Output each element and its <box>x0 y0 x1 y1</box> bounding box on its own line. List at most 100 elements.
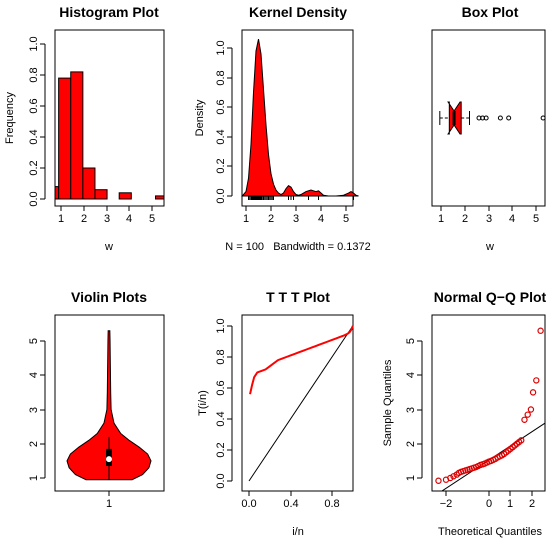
ttt-y-tick: 0.0 <box>215 473 232 489</box>
qq-point <box>447 474 454 482</box>
violin-y-tick: 1 <box>28 475 45 481</box>
density-x-tick-label: 1 <box>243 213 249 225</box>
qq-x-tick-label: 0 <box>486 498 492 510</box>
density-y-tick-label: 0.8 <box>215 70 227 85</box>
boxplot-x-tick-label: 3 <box>486 213 492 225</box>
boxplot-title: Box Plot <box>462 4 519 20</box>
violin-x-tick: 1 <box>106 491 112 510</box>
qq-y-label: Sample Quantiles <box>382 359 394 446</box>
ttt-y-label: T(i/n) <box>197 390 209 416</box>
qq-x-tick: 1 <box>507 491 513 510</box>
ttt-plot-area <box>248 325 354 482</box>
histogram-y-tick: 0.8 <box>28 67 45 83</box>
qq-y-tick: 1 <box>405 475 422 481</box>
ttt-y-tick: 0.8 <box>215 349 232 365</box>
qq-y-tick-label: 5 <box>405 338 417 344</box>
ttt-x-tick: 0.0 <box>241 491 257 510</box>
violin-plot-area <box>66 330 152 481</box>
histogram-bar <box>155 195 165 200</box>
ttt-y-tick-label: 1.0 <box>215 318 227 333</box>
qq-y-tick-label: 3 <box>405 407 417 413</box>
violin-y-tick-label: 1 <box>28 475 40 481</box>
ttt-title: T T T Plot <box>266 289 330 305</box>
density-title: Kernel Density <box>249 4 347 20</box>
qq-x-tick: −2 <box>440 491 452 510</box>
qq-y-tick: 2 <box>405 441 422 447</box>
boxplot-x-tick-label: 2 <box>462 213 468 225</box>
boxplot-panel: Box Plot 1 2 3 4 5 w <box>431 4 546 253</box>
density-x-tick-label: 4 <box>318 213 324 225</box>
boxplot-outlier <box>483 115 489 121</box>
histogram-bar <box>118 192 132 200</box>
ttt-y-tick: 0.2 <box>215 442 232 458</box>
qq-plot-area <box>435 327 545 491</box>
ttt-x-tick: 0.8 <box>324 491 340 510</box>
qq-y-tick-label: 2 <box>405 441 417 447</box>
ttt-x-tick-label: 0.8 <box>324 498 339 510</box>
ttt-x-tick: 0.4 <box>283 491 299 510</box>
histogram-y-tick: 0.6 <box>28 98 45 114</box>
density-x-tick: 5 <box>343 206 349 225</box>
ttt-y-tick-label: 0.6 <box>215 380 227 395</box>
ttt-x-label: i/n <box>292 526 304 538</box>
boxplot-x-tick: 1 <box>438 206 444 225</box>
density-y-tick: 0.4 <box>215 129 232 145</box>
qq-y-tick-label: 1 <box>405 475 417 481</box>
qq-point <box>450 473 457 480</box>
qq-point <box>524 411 531 418</box>
density-x-label: N = 100 Bandwidth = 0.1372 <box>225 241 371 253</box>
qq-point <box>521 416 528 423</box>
density-y-tick-label: 0.2 <box>215 158 227 173</box>
density-x-tick-label: 3 <box>293 213 299 225</box>
ttt-x-tick-label: 0.4 <box>283 498 298 510</box>
histogram-y-tick: 1.0 <box>28 36 45 52</box>
density-y-tick: 0.8 <box>215 70 232 86</box>
histogram-y-label: Frequency <box>4 92 16 144</box>
histogram-x-tick: 4 <box>126 206 132 225</box>
histogram-y-tick: 0.4 <box>28 129 45 145</box>
violin-y-tick-label: 2 <box>28 441 40 447</box>
density-curve <box>241 39 359 197</box>
density-y-tick: 0.2 <box>215 158 232 174</box>
violin-y-tick-label: 3 <box>28 407 40 413</box>
qq-x-tick-label: 1 <box>507 498 513 510</box>
ttt-y-tick: 1.0 <box>215 318 232 334</box>
density-x-tick: 1 <box>243 206 249 225</box>
ttt-y-tick-label: 0.4 <box>215 411 227 426</box>
histogram-y-tick-label: 0.4 <box>28 129 40 144</box>
histogram-panel: Histogram Plot 1 2 3 4 5 0.0 0.2 0.4 0.6… <box>4 4 165 253</box>
qq-point <box>529 389 537 396</box>
boxplot-x-tick-label: 5 <box>533 213 539 225</box>
qq-y-tick: 4 <box>405 372 422 378</box>
boxplot-x-tick-label: 4 <box>509 213 515 225</box>
histogram-y-tick-label: 0.6 <box>28 98 40 113</box>
density-y-tick-label: 1.0 <box>215 40 227 55</box>
violin-y-tick: 3 <box>28 407 45 413</box>
density-y-tick: 1.0 <box>215 40 232 56</box>
density-y-tick-label: 0.4 <box>215 129 227 144</box>
histogram-x-tick-label: 1 <box>58 213 64 225</box>
histogram-x-tick-label: 3 <box>104 213 110 225</box>
qq-panel: Normal Q−Q Plot −2 0 1 2 1 2 3 4 5 Theor… <box>382 289 547 538</box>
boxplot-outlier <box>497 115 503 121</box>
violin-y-tick-label: 4 <box>28 372 40 378</box>
histogram-bar <box>58 77 72 200</box>
histogram-bars <box>54 71 165 200</box>
qq-x-label: Theoretical Quantiles <box>438 526 542 538</box>
ttt-y-tick-label: 0.2 <box>215 442 227 457</box>
qq-x-tick: 2 <box>529 491 535 510</box>
ttt-panel: T T T Plot 0.0 0.4 0.8 0.0 0.2 0.4 0.6 0… <box>197 289 354 538</box>
density-y-tick: 0.6 <box>215 99 232 115</box>
violin-y-tick: 2 <box>28 441 45 447</box>
ttt-x-tick-label: 0.0 <box>241 498 256 510</box>
histogram-x-tick-label: 5 <box>149 213 155 225</box>
histogram-x-tick-label: 4 <box>126 213 132 225</box>
violin-median <box>106 456 112 463</box>
violin-body <box>66 330 152 481</box>
density-x-tick: 3 <box>293 206 299 225</box>
qq-point <box>533 377 540 384</box>
boxplot-x-label: w <box>485 241 494 253</box>
violin-title: Violin Plots <box>71 289 147 305</box>
density-x-tick: 2 <box>268 206 274 225</box>
